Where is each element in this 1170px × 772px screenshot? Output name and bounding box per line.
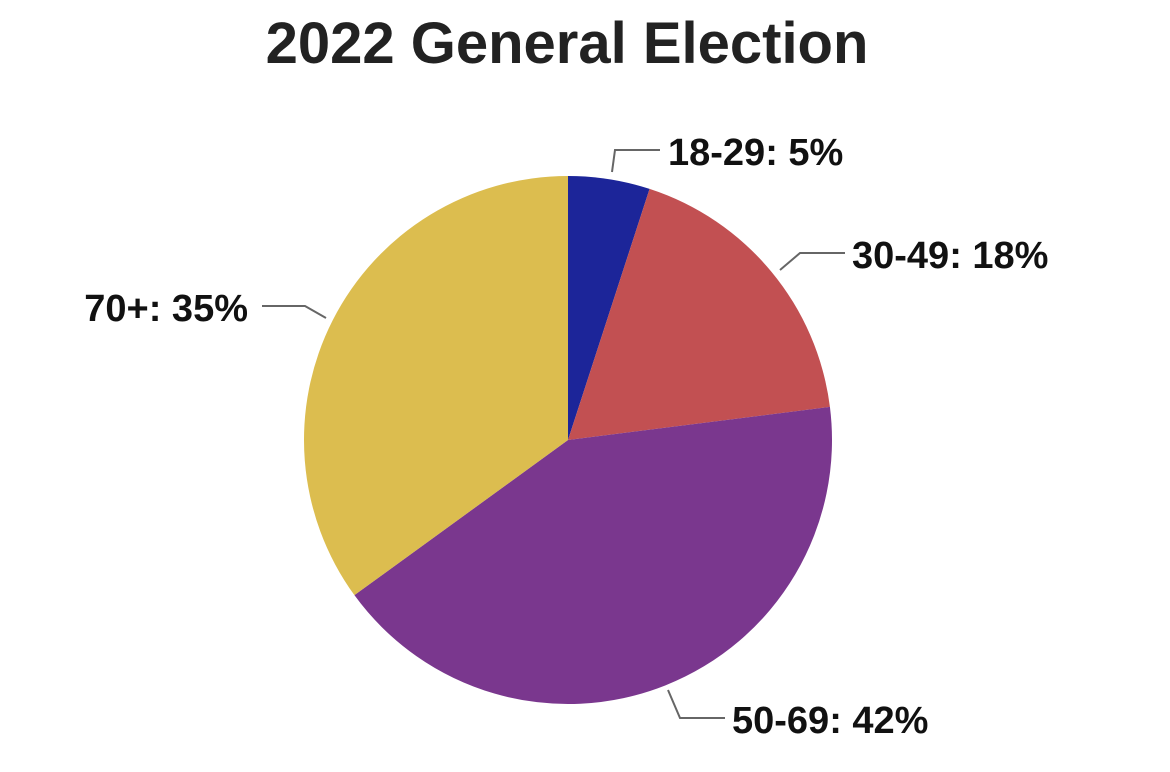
leader-line: [262, 305, 327, 319]
leader-line: [779, 252, 845, 271]
pie-slice-18-29: [568, 176, 650, 440]
pie-slice-30-49: [568, 188, 830, 440]
pie-slice-70-plus: [303, 176, 568, 596]
slice-label: 50-69: 42%: [732, 700, 928, 742]
leader-lines: [262, 149, 845, 719]
slice-label: 70+: 35%: [84, 288, 248, 330]
leader-line: [611, 149, 660, 173]
slice-labels: 18-29: 5% 30-49: 18% 50-69: 42% 70+: 35%: [84, 132, 1048, 742]
pie-slice-50-69: [354, 406, 833, 705]
leader-line: [667, 689, 725, 719]
slice-label: 18-29: 5%: [668, 132, 843, 174]
slice-label: 30-49: 18%: [852, 235, 1048, 277]
chart-title: 2022 General Election: [265, 11, 869, 76]
pie-slices: [303, 176, 833, 705]
